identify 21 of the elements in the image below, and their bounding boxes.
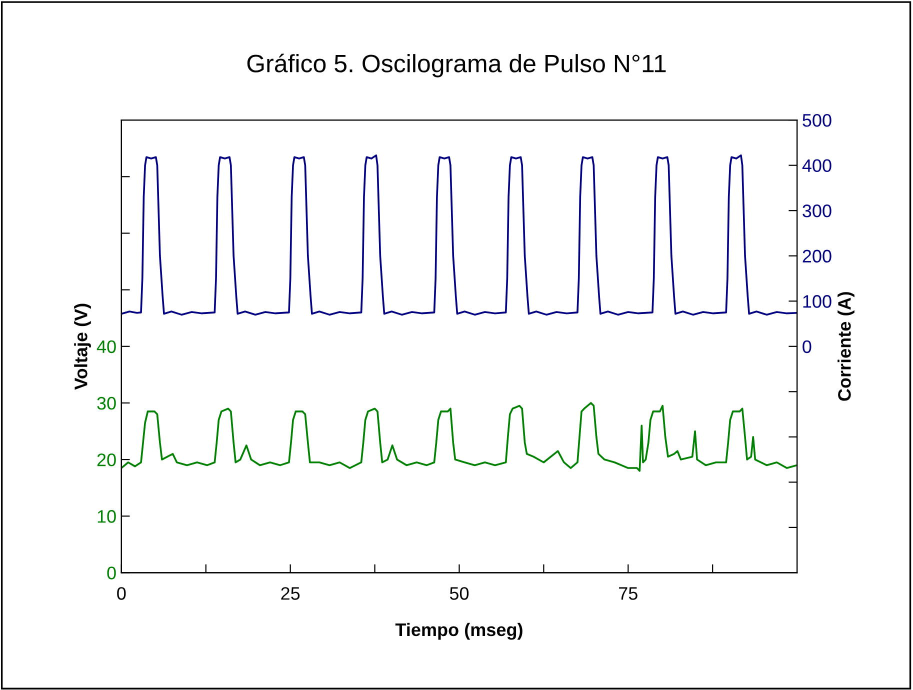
y-tick-label: 40 [96,340,116,354]
y2-tick-label: 200 [802,250,832,263]
x-tick-label: 25 [281,587,300,600]
y-tick-label: 10 [98,510,116,523]
x-tick-label: 0 [117,587,126,600]
x-axis-title: Tiempo (mseg) [395,622,522,640]
y2-tick-label: 0 [802,340,812,354]
x-tick-label: 75 [619,587,638,600]
y-tick-label: 30 [97,396,116,410]
y2-tick-label: 400 [802,159,832,172]
x-tick-label: 50 [450,587,469,600]
line-series [121,402,798,472]
y2-axis-title: Corriente (A) [838,292,854,401]
chart-title: Gráfico 5. Oscilograma de Pulso N°11 [247,54,666,78]
y-axis-title: Voltaje (V) [74,304,91,390]
y2-tick-label: 500 [802,114,832,127]
y-tick-label: 0 [107,566,116,580]
line-series [121,154,798,316]
y-tick-label: 20 [97,453,116,466]
y2-tick-label: 100 [803,295,832,308]
y2-tick-label: 300 [802,204,832,218]
